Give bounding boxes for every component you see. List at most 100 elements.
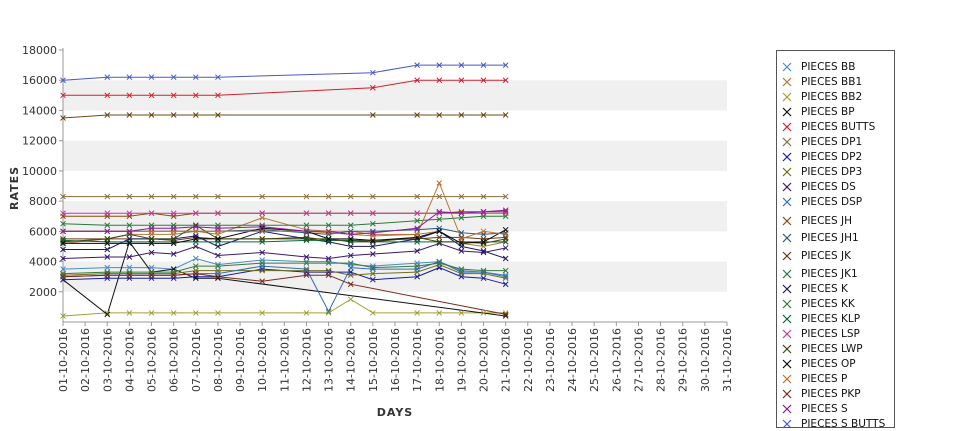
data-point <box>104 254 111 260</box>
data-point <box>60 92 66 99</box>
data-point <box>192 310 199 316</box>
data-point <box>170 193 177 200</box>
data-point <box>370 270 376 277</box>
data-point <box>170 210 177 217</box>
data-point <box>480 228 487 235</box>
x-tick-label: 13-10-2016 <box>323 328 336 392</box>
data-point <box>259 310 266 316</box>
data-point <box>502 231 509 238</box>
x-tick-label: 20-10-2016 <box>478 328 491 392</box>
data-point <box>436 77 443 84</box>
data-point <box>325 222 332 229</box>
data-point <box>60 255 66 262</box>
data-point <box>60 313 66 319</box>
data-point <box>60 239 66 245</box>
data-point <box>347 236 354 242</box>
data-point <box>104 210 111 217</box>
data-point <box>436 208 443 215</box>
data-point <box>370 69 376 76</box>
data-point <box>436 180 443 186</box>
data-point <box>502 275 509 282</box>
legend-marker-icon <box>781 76 793 88</box>
data-point <box>126 92 133 99</box>
data-point <box>192 234 199 241</box>
x-tick-label: 15-10-2016 <box>367 328 380 392</box>
data-point <box>148 74 155 81</box>
legend-item: PIECES KLP <box>781 311 860 326</box>
legend-label: PIECES BUTTS <box>801 120 876 133</box>
data-point <box>148 92 155 99</box>
data-point <box>502 255 509 262</box>
legend-marker-icon <box>781 232 793 244</box>
data-point <box>414 210 420 217</box>
legend-label: PIECES BB <box>801 60 856 73</box>
data-point <box>414 62 420 68</box>
data-point <box>148 310 155 316</box>
data-point <box>303 310 310 316</box>
data-point <box>170 251 177 257</box>
data-point <box>502 112 509 118</box>
data-point <box>259 249 266 256</box>
y-tick-label: 6000 <box>29 225 57 238</box>
x-tick-label: 04-10-2016 <box>123 328 136 392</box>
legend-marker-icon <box>781 373 793 385</box>
x-tick-label: 07-10-2016 <box>190 328 203 392</box>
data-point <box>414 248 420 254</box>
data-point <box>414 310 420 316</box>
legend-marker-icon <box>781 358 793 370</box>
y-tick-label: 4000 <box>29 256 57 269</box>
data-point <box>259 260 266 266</box>
legend-marker-icon <box>781 215 793 227</box>
data-point <box>60 210 66 217</box>
data-point <box>104 193 111 200</box>
data-point <box>104 222 111 229</box>
legend-label: PIECES P <box>801 372 848 385</box>
data-point <box>370 228 376 235</box>
data-point <box>259 278 266 285</box>
data-point <box>303 228 310 235</box>
data-point <box>148 240 155 247</box>
data-point <box>215 74 221 81</box>
data-point <box>458 234 465 241</box>
data-point <box>104 264 111 271</box>
legend-label: PIECES BB1 <box>801 75 863 88</box>
data-point <box>480 239 487 245</box>
x-tick-label: 21-10-2016 <box>500 328 513 392</box>
data-point <box>192 193 199 200</box>
legend-item: PIECES DP1 <box>781 134 862 149</box>
data-point <box>480 275 487 282</box>
data-point <box>104 246 111 253</box>
x-tick-label: 09-10-2016 <box>234 328 247 392</box>
data-point <box>215 193 221 200</box>
data-point <box>480 310 487 316</box>
x-tick-label: 30-10-2016 <box>699 328 712 392</box>
data-point <box>347 237 354 244</box>
legend-label: PIECES LSP <box>801 327 860 340</box>
data-point <box>126 254 133 260</box>
grid-bands <box>63 80 727 292</box>
data-point <box>370 84 376 91</box>
data-point <box>303 258 310 265</box>
legend-item: PIECES S BUTTS <box>781 416 885 431</box>
legend-label: PIECES BP <box>801 105 855 118</box>
data-point <box>458 270 465 277</box>
series-line <box>62 273 506 315</box>
x-tick-label: 05-10-2016 <box>146 328 159 392</box>
data-point <box>259 228 266 235</box>
data-point <box>502 208 509 215</box>
data-point <box>215 261 221 268</box>
data-point <box>414 231 420 238</box>
data-point <box>215 210 221 217</box>
data-point <box>325 255 332 262</box>
data-point <box>170 310 177 316</box>
data-point <box>325 267 332 274</box>
legend-marker-icon <box>781 328 793 340</box>
data-point <box>104 240 111 247</box>
data-point <box>370 276 376 283</box>
data-point <box>126 264 133 271</box>
legend-item: PIECES JH <box>781 213 852 228</box>
x-tick-label: 02-10-2016 <box>79 328 92 392</box>
data-point <box>170 272 177 279</box>
legend-label: PIECES JH <box>801 214 853 227</box>
data-point <box>192 210 199 217</box>
